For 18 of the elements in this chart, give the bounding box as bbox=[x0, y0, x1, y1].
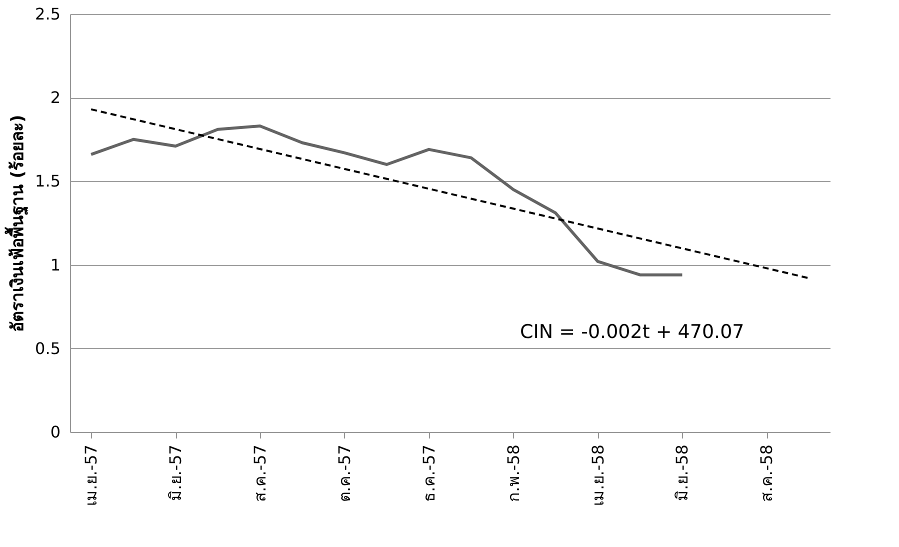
y-tick-label: 0 bbox=[50, 422, 60, 442]
x-tick-label: ต.ค.-57 bbox=[334, 444, 354, 502]
x-tick-label: เม.ย.-57 bbox=[82, 444, 101, 506]
y-axis-title: อัตราเงินเฟ้อพื้นฐาน (ร้อยละ) bbox=[4, 114, 30, 332]
x-tick-label: ก.พ.-58 bbox=[504, 444, 523, 502]
y-tick-label: 1.5 bbox=[35, 172, 60, 191]
x-tick-label: ส.ค.-57 bbox=[250, 444, 270, 502]
x-tick-label: ส.ค.-58 bbox=[757, 444, 776, 502]
x-tick-label: ธ.ค.-57 bbox=[419, 444, 438, 502]
annotation: CIN = -0.002t + 470.07 bbox=[520, 321, 744, 343]
x-tick-label: เม.ย.-58 bbox=[588, 444, 608, 506]
y-tick-label: 0.5 bbox=[35, 338, 60, 358]
y-tick-label: 2.5 bbox=[35, 4, 60, 24]
x-tick-label: มิ.ย.-58 bbox=[672, 444, 692, 501]
line-series bbox=[90, 124, 684, 276]
y-tick-label: 1 bbox=[50, 255, 60, 274]
y-tick-label: 2 bbox=[50, 88, 60, 108]
x-tick-label: มิ.ย.-57 bbox=[166, 444, 186, 501]
